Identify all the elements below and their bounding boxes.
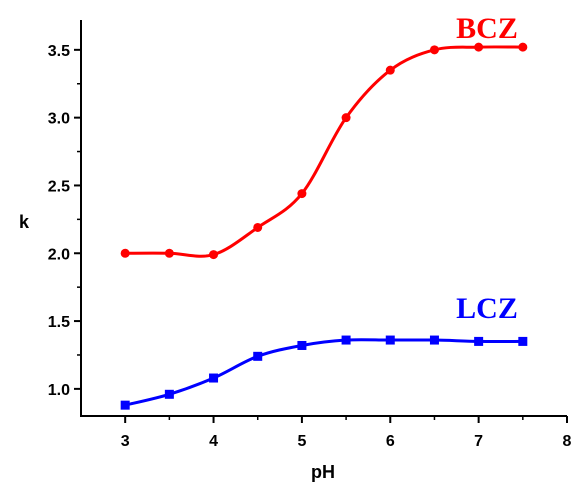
- data-point-lcz: [518, 336, 528, 346]
- x-axis-title: pH: [311, 462, 335, 482]
- data-point-bcz: [297, 189, 307, 199]
- y-tick-label: 3.0: [48, 111, 70, 128]
- data-point-lcz: [341, 335, 351, 345]
- data-point-bcz: [474, 42, 484, 52]
- data-point-bcz: [120, 248, 130, 258]
- data-point-bcz: [209, 250, 219, 260]
- y-axis-title: k: [19, 212, 30, 232]
- data-point-bcz: [518, 42, 528, 52]
- series-label-bcz: BCZ: [456, 12, 518, 45]
- series-label-lcz: LCZ: [456, 292, 518, 325]
- data-point-lcz: [474, 336, 484, 346]
- y-tick-label: 3.5: [48, 43, 70, 60]
- x-tick-label: 7: [474, 433, 483, 450]
- data-point-lcz: [164, 389, 174, 399]
- data-point-bcz: [164, 248, 174, 258]
- data-point-lcz: [297, 340, 307, 350]
- y-tick-label: 1.0: [48, 382, 70, 399]
- series-line-lcz: [124, 338, 523, 407]
- series-layer: [120, 42, 528, 410]
- data-point-bcz: [341, 113, 351, 123]
- x-tick-label: 4: [209, 433, 218, 450]
- y-tick-label: 1.5: [48, 314, 70, 331]
- data-point-lcz: [385, 335, 395, 345]
- data-point-lcz: [209, 373, 219, 383]
- x-tick-label: 6: [386, 433, 395, 450]
- data-point-bcz: [429, 45, 439, 55]
- data-point-lcz: [429, 335, 439, 345]
- x-tick-label: 5: [297, 433, 306, 450]
- data-point-bcz: [385, 65, 395, 75]
- data-point-lcz: [253, 351, 263, 361]
- axes: [80, 20, 567, 417]
- y-tick-label: 2.0: [48, 246, 70, 263]
- x-tick-label: 3: [121, 433, 130, 450]
- data-point-lcz: [120, 400, 130, 410]
- series-line-bcz: [125, 45, 523, 258]
- y-tick-label: 2.5: [48, 178, 70, 195]
- ticks: 3 4 5 6 7 8 1.0 1.5 2.0 2.5 3.0 3.5: [48, 43, 571, 450]
- data-point-bcz: [253, 222, 263, 232]
- x-tick-label: 8: [563, 433, 571, 450]
